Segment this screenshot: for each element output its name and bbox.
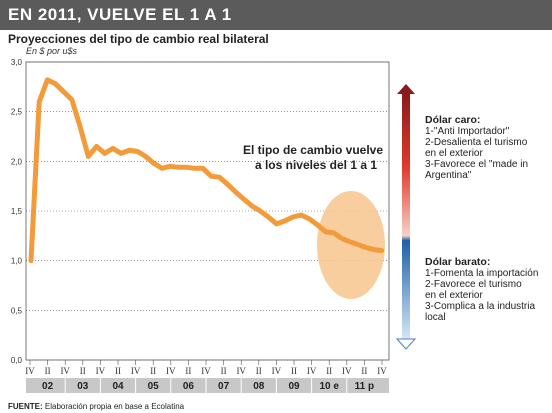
y-tick-label: 1,5: [11, 207, 23, 216]
series-segment-projected: [332, 231, 344, 241]
legend-barato-item: 3-Complica a la industria: [425, 301, 536, 312]
series-line-solid: [28, 77, 337, 264]
series: [28, 77, 385, 264]
legend-barato-heading: Dólar barato:: [425, 256, 491, 268]
legend-caro: Dólar caro: 1-"Anti Importador" 2-Desali…: [425, 114, 529, 182]
quarter-label: II: [150, 366, 156, 376]
quarter-label: IV: [25, 366, 35, 376]
annotation-line1: El tipo de cambio vuelve: [243, 143, 383, 157]
quarter-label: II: [256, 366, 262, 376]
source-text: Elaboración propia en base a Ecolatina: [42, 402, 185, 411]
year-label: 07: [218, 381, 230, 392]
y-tick-label: 3,0: [11, 58, 23, 67]
y-tick-label: 0,5: [11, 306, 23, 315]
quarter-label: II: [185, 366, 191, 376]
legend-caro-item: Argentina": [425, 170, 472, 181]
annotation-line2: a los niveles del 1 a 1: [255, 158, 377, 172]
year-label: 10 e: [319, 381, 339, 392]
y-tick-label: 2,5: [11, 108, 23, 117]
year-label: 05: [148, 381, 160, 392]
legend-caro-item: 3-Favorece el "made in: [425, 159, 529, 170]
quarter-label: IV: [307, 366, 317, 376]
quarter-label: II: [115, 366, 121, 376]
series-segment-projected: [340, 236, 352, 244]
series-segment-projected: [357, 242, 368, 250]
source-label: FUENTE:: [8, 402, 43, 411]
year-label: 08: [253, 381, 265, 392]
year-label: 02: [42, 381, 54, 392]
quarter-label: II: [361, 366, 367, 376]
y-tick-label: 1,0: [11, 257, 23, 266]
quarter-label: IV: [166, 366, 176, 376]
page-title: EN 2011, VUELVE EL 1 A 1: [8, 5, 232, 24]
unit-label: En $ por u$s: [26, 46, 78, 56]
year-label: 03: [77, 381, 89, 392]
y-tick-label: 0,0: [11, 356, 23, 365]
legend-barato-item: 1-Fomenta la importación: [425, 268, 539, 279]
legend-caro-item: 1-"Anti Importador": [425, 126, 510, 137]
legend-barato-item: local: [425, 312, 446, 323]
legend-caro-item: en el exterior: [425, 148, 483, 159]
chart-frame: [25, 61, 390, 361]
legend-barato-item: 2-Favorece el turismo: [425, 279, 522, 290]
quarter-label: IV: [96, 366, 106, 376]
year-label: 06: [183, 381, 195, 392]
legend-caro-heading: Dólar caro:: [425, 114, 481, 126]
quarter-label: IV: [377, 366, 387, 376]
quarter-label: IV: [60, 366, 70, 376]
year-label: 11 p: [355, 381, 374, 392]
series-segment-projected: [348, 239, 360, 247]
y-tick-label: 2,0: [11, 157, 23, 166]
quarter-label: IV: [201, 366, 211, 376]
quarter-label: II: [291, 366, 297, 376]
projection-ellipse: [317, 191, 385, 299]
quarter-label: IV: [342, 366, 352, 376]
quarter-label: IV: [131, 366, 141, 376]
series-segment-projected: [365, 245, 377, 252]
quarter-label: IV: [236, 366, 246, 376]
quarter-label: II: [80, 366, 86, 376]
y-axis: 3,0 2,5 2,0 1,5 1,0 0,5 0,0: [11, 58, 23, 365]
quarter-label: IV: [272, 366, 282, 376]
legend-caro-item: 2-Desalienta el turismo: [425, 137, 528, 148]
source-note: FUENTE: Elaboración propia en base a Eco…: [8, 402, 184, 411]
year-band: [26, 378, 389, 393]
chart-subtitle: Proyecciones del tipo de cambio real bil…: [8, 32, 269, 46]
year-label: 04: [112, 381, 124, 392]
quarter-label: II: [221, 366, 227, 376]
gradient-arrow: [395, 84, 417, 350]
legend-barato: Dólar barato: 1-Fomenta la importación 2…: [425, 256, 539, 324]
quarter-label: II: [45, 366, 51, 376]
series-segment-projected: [373, 247, 385, 254]
quarter-label: II: [326, 366, 332, 376]
title-bar: EN 2011, VUELVE EL 1 A 1: [0, 0, 552, 30]
legend-barato-item: en el exterior: [425, 290, 483, 301]
quarter-axis: IV II IV II IV II IV II IV II IV II IV II IV II IV II IV II…: [25, 360, 387, 376]
year-label: 09: [288, 381, 300, 392]
year-axis: 02 03 04 05 06 07 08 09 10 e 11 p: [26, 378, 389, 393]
